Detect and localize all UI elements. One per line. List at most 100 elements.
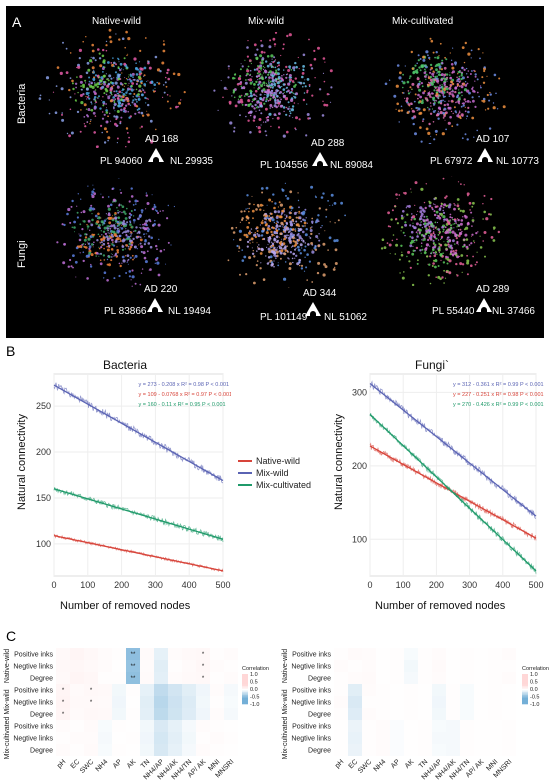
network-node <box>90 204 93 207</box>
network-node <box>444 56 446 59</box>
network-node <box>443 103 446 107</box>
network-node <box>146 110 148 112</box>
network-node <box>113 115 116 118</box>
network-node <box>135 67 139 71</box>
network-node <box>119 211 121 213</box>
network-node <box>103 113 106 116</box>
network-node <box>411 108 413 110</box>
network-node <box>150 236 153 240</box>
network-node <box>119 68 122 72</box>
network-node <box>450 250 453 253</box>
network-node <box>438 246 440 248</box>
network-node <box>321 114 325 117</box>
network-node <box>114 71 118 74</box>
network-node <box>91 66 95 70</box>
network-node <box>293 93 295 95</box>
heatmap-cell <box>84 708 98 720</box>
network-node <box>129 256 132 259</box>
network-node <box>80 101 84 105</box>
network-node <box>424 68 426 71</box>
network-node <box>258 130 262 134</box>
network-node <box>432 239 435 242</box>
network-node <box>265 218 268 221</box>
network-node <box>276 95 279 98</box>
network-node <box>470 57 472 59</box>
network-node <box>98 57 102 60</box>
network-node <box>307 243 310 246</box>
network-node <box>88 83 91 86</box>
arrowhead-marker <box>148 148 164 163</box>
network-node <box>450 90 453 93</box>
heatmap-cell <box>460 684 474 696</box>
network-node <box>240 63 242 65</box>
network-node <box>392 234 395 236</box>
network-node <box>113 65 115 68</box>
network-node <box>315 196 317 199</box>
network-node <box>132 215 135 217</box>
network-node <box>79 223 82 226</box>
network-node <box>427 274 430 277</box>
network-node <box>93 79 95 82</box>
network-node <box>130 243 134 247</box>
network-node <box>275 222 278 225</box>
significance-star: * <box>62 700 65 706</box>
network-node <box>96 252 99 255</box>
network-node <box>92 111 96 115</box>
network-node <box>141 114 145 117</box>
network-node <box>99 241 101 243</box>
network-node <box>245 219 248 221</box>
heatmap-cell <box>196 732 210 744</box>
network-node <box>429 230 432 232</box>
network-node <box>165 263 167 265</box>
network-node <box>417 233 419 235</box>
network-node <box>114 110 116 112</box>
heatmap-cell <box>488 696 502 708</box>
network-node <box>127 102 130 106</box>
network-node <box>222 96 224 99</box>
network-node <box>259 203 263 207</box>
heatmap-cell <box>154 720 168 732</box>
network-node <box>427 223 429 225</box>
network-node <box>259 97 263 100</box>
heatmap-cell <box>210 732 224 744</box>
heatmap-cell <box>210 708 224 720</box>
network-node <box>130 226 132 228</box>
network-node <box>97 221 99 223</box>
heatmap-cell <box>390 744 404 756</box>
network-node <box>441 63 443 65</box>
network-node <box>445 87 449 91</box>
network-node <box>274 232 276 234</box>
network-node <box>256 230 259 232</box>
network-node <box>295 254 298 257</box>
heatmap-cell <box>390 696 404 708</box>
heatmap-cell <box>154 660 168 672</box>
network-node <box>324 265 328 269</box>
network-node <box>231 95 233 97</box>
network-node <box>440 86 443 89</box>
network-node <box>284 261 287 263</box>
network-node <box>248 202 251 206</box>
network-node <box>288 65 291 69</box>
network-node <box>449 74 451 76</box>
network-node <box>288 234 290 236</box>
network-node <box>123 238 126 242</box>
network-node <box>400 105 403 108</box>
network-node <box>417 59 420 62</box>
network-node <box>324 230 326 232</box>
network-node <box>122 220 126 223</box>
network-node <box>263 96 266 99</box>
network-node <box>76 216 79 219</box>
network-node <box>388 243 392 247</box>
network-node <box>325 216 328 218</box>
network-node <box>451 90 454 93</box>
network-node <box>292 252 295 256</box>
network-node <box>271 106 274 109</box>
network-node <box>96 239 99 242</box>
colorbar-tick: 0.5 <box>250 680 258 686</box>
network-node <box>48 112 51 115</box>
network-node <box>466 261 470 265</box>
heatmap-cell <box>126 648 140 660</box>
network-node <box>414 249 416 252</box>
network-node <box>277 210 281 214</box>
network-node <box>258 118 262 121</box>
